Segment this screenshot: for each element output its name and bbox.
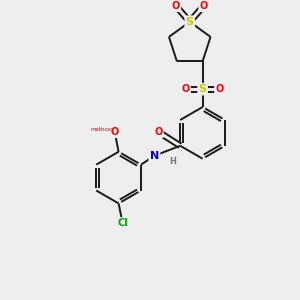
Text: O: O [172,1,180,11]
Text: H: H [169,157,176,166]
Text: O: O [154,127,163,137]
Text: S: S [199,84,207,94]
Text: Cl: Cl [117,218,128,228]
Text: O: O [110,127,119,137]
Text: O: O [215,84,223,94]
Text: methoxy: methoxy [91,128,115,132]
Text: N: N [150,151,159,161]
Text: O: O [200,1,208,11]
Text: O: O [182,84,190,94]
Text: S: S [186,17,194,27]
